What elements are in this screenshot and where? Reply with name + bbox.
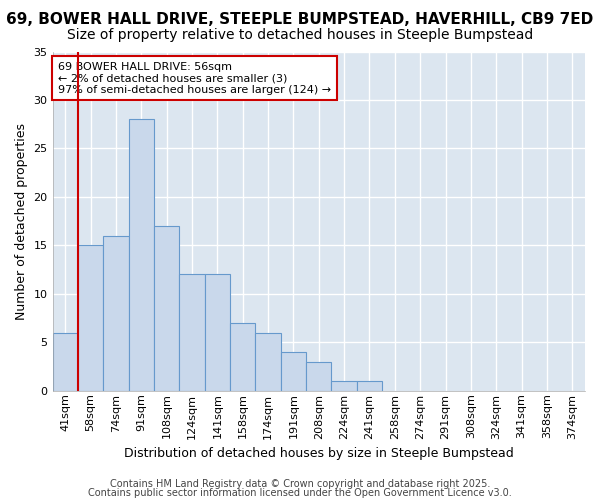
Y-axis label: Number of detached properties: Number of detached properties [15, 122, 28, 320]
Bar [53, 332, 78, 391]
Bar [306, 362, 331, 391]
Text: 69, BOWER HALL DRIVE, STEEPLE BUMPSTEAD, HAVERHILL, CB9 7ED: 69, BOWER HALL DRIVE, STEEPLE BUMPSTEAD,… [7, 12, 593, 28]
Bar [179, 274, 205, 391]
Bar [78, 246, 103, 391]
Bar [230, 323, 256, 391]
Text: 69 BOWER HALL DRIVE: 56sqm
← 2% of detached houses are smaller (3)
97% of semi-d: 69 BOWER HALL DRIVE: 56sqm ← 2% of detac… [58, 62, 331, 95]
Bar [281, 352, 306, 391]
Bar [357, 381, 382, 391]
Bar [331, 381, 357, 391]
Bar [128, 120, 154, 391]
X-axis label: Distribution of detached houses by size in Steeple Bumpstead: Distribution of detached houses by size … [124, 447, 514, 460]
Bar [154, 226, 179, 391]
Text: Size of property relative to detached houses in Steeple Bumpstead: Size of property relative to detached ho… [67, 28, 533, 42]
Text: Contains HM Land Registry data © Crown copyright and database right 2025.: Contains HM Land Registry data © Crown c… [110, 479, 490, 489]
Bar [103, 236, 128, 391]
Bar [256, 332, 281, 391]
Bar [205, 274, 230, 391]
Text: Contains public sector information licensed under the Open Government Licence v3: Contains public sector information licen… [88, 488, 512, 498]
